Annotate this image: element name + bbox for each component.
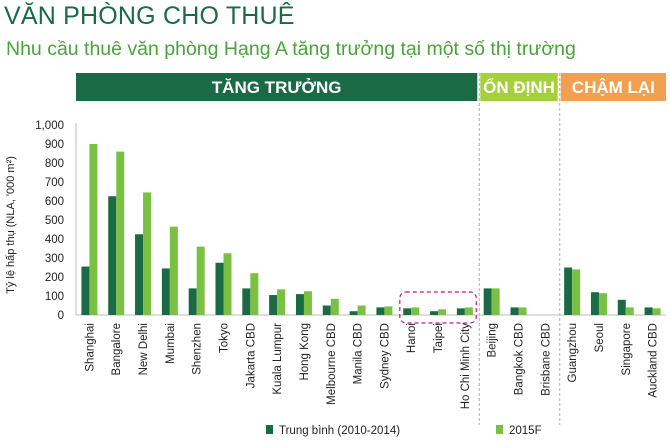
y-tick-label: 900 bbox=[45, 139, 64, 151]
bar-2015f bbox=[169, 226, 178, 315]
x-category-label: Mumbai bbox=[165, 323, 177, 364]
x-category-label: Ho Chi Minh City bbox=[460, 323, 472, 410]
bar-avg bbox=[376, 307, 385, 315]
x-category-label: Hanoi bbox=[406, 323, 418, 353]
bar-2015f bbox=[625, 307, 634, 315]
bar-avg bbox=[456, 308, 465, 315]
x-category-label: Shenzhen bbox=[192, 323, 204, 375]
bar-2015f bbox=[250, 273, 259, 315]
legend-swatch-avg bbox=[266, 425, 273, 434]
bar-2015f bbox=[196, 246, 205, 315]
y-tick-label: 300 bbox=[45, 253, 64, 265]
x-category-label: Tokyo bbox=[219, 323, 231, 353]
bar-avg bbox=[161, 268, 170, 315]
bar-2015f bbox=[464, 307, 473, 315]
y-tick-label: 200 bbox=[45, 272, 64, 284]
bar-2015f bbox=[277, 289, 286, 315]
x-category-label: Auckland CBD bbox=[648, 323, 660, 398]
bar-avg bbox=[564, 267, 573, 315]
bar-avg bbox=[403, 308, 412, 315]
bar-avg bbox=[590, 292, 599, 315]
y-tick-label: 500 bbox=[45, 215, 64, 227]
bar-avg bbox=[510, 307, 519, 315]
bar-2015f bbox=[598, 293, 607, 315]
bar-2015f bbox=[572, 269, 581, 315]
y-tick-label: 1,000 bbox=[35, 120, 64, 132]
bar-2015f bbox=[438, 309, 447, 315]
highlight-box bbox=[399, 291, 477, 324]
y-tick-label: 100 bbox=[45, 291, 64, 303]
band-label: TĂNG TRƯỞNG bbox=[212, 78, 342, 97]
bar-2015f bbox=[143, 192, 152, 315]
bar-avg bbox=[430, 311, 439, 315]
x-category-label: Jakarta CBD bbox=[245, 323, 257, 388]
y-tick-label: 800 bbox=[45, 158, 64, 170]
bar-avg bbox=[81, 266, 90, 315]
bar-2015f bbox=[411, 307, 420, 315]
legend-label-avg: Trung bình (2010-2014) bbox=[279, 425, 400, 437]
y-tick-label: 700 bbox=[45, 177, 64, 189]
bar-2015f bbox=[303, 291, 312, 315]
bar-avg bbox=[188, 288, 197, 315]
y-tick-label: 400 bbox=[45, 234, 64, 246]
bar-avg bbox=[135, 234, 144, 315]
bar-2015f bbox=[384, 306, 393, 315]
bar-2015f bbox=[518, 307, 527, 315]
band-label: ỔN ĐỊNH bbox=[483, 78, 555, 97]
y-tick-label: 600 bbox=[45, 196, 64, 208]
band-1 bbox=[76, 73, 478, 101]
bar-2015f bbox=[89, 144, 98, 315]
bar-avg bbox=[242, 288, 251, 315]
bar-2015f bbox=[116, 151, 125, 315]
x-category-label: Bangalore bbox=[111, 323, 123, 375]
x-category-label: Melbourne CBD bbox=[326, 323, 338, 405]
bar-avg bbox=[108, 196, 117, 315]
x-category-label: Beijing bbox=[487, 323, 499, 358]
bar-avg bbox=[215, 262, 224, 315]
bar-avg bbox=[269, 295, 278, 315]
bar-2015f bbox=[330, 298, 339, 315]
bar-avg bbox=[322, 305, 331, 315]
x-category-label: Bangkok CBD bbox=[514, 323, 526, 395]
y-tick-label: 0 bbox=[58, 310, 64, 322]
x-category-label: Kuala Lumpur bbox=[272, 323, 284, 395]
bar-2015f bbox=[652, 308, 661, 315]
bar-avg bbox=[349, 311, 358, 315]
y-axis-title: Tỷ lệ hấp thụ (NLA, '000 m²) bbox=[5, 156, 17, 294]
slide-subtitle: Nhu cầu thuê văn phòng Hạng A tăng trưởn… bbox=[6, 38, 576, 60]
bar-2015f bbox=[357, 305, 366, 315]
x-category-label: Seoul bbox=[594, 323, 606, 352]
bar-2015f bbox=[223, 253, 232, 315]
x-category-label: Singapore bbox=[621, 323, 633, 375]
bar-2015f bbox=[491, 288, 500, 315]
x-category-label: Manila CBD bbox=[353, 323, 365, 384]
x-category-label: New Delhi bbox=[138, 323, 150, 375]
x-category-label: Hong Kong bbox=[299, 323, 311, 381]
x-category-label: Brisbane CBD bbox=[540, 323, 552, 396]
legend-label-2015f: 2015F bbox=[509, 425, 542, 437]
band-3 bbox=[560, 73, 666, 101]
legend-swatch-2015f bbox=[496, 425, 503, 434]
x-category-label: Taipei bbox=[433, 323, 445, 353]
bar-avg bbox=[483, 288, 492, 315]
slide-title: VĂN PHÒNG CHO THUÊ bbox=[4, 2, 295, 30]
band-2 bbox=[480, 73, 558, 101]
x-category-label: Guangzhou bbox=[567, 323, 579, 382]
band-label: CHẬM LẠI bbox=[572, 78, 655, 97]
bar-avg bbox=[617, 299, 626, 315]
x-category-label: Sydney CBD bbox=[379, 323, 391, 389]
bar-avg bbox=[295, 294, 304, 315]
x-category-label: Shanghai bbox=[84, 323, 96, 372]
bar-avg bbox=[644, 307, 653, 315]
